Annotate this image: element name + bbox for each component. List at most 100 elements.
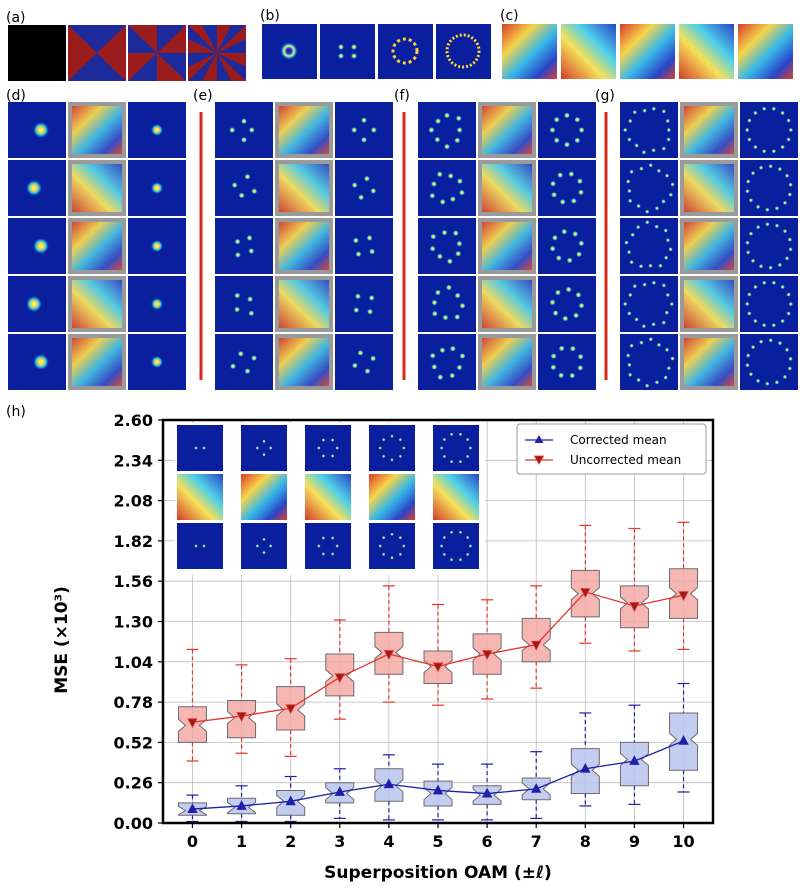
- beam-spot: [430, 233, 437, 240]
- panel-f-grid: [418, 102, 596, 390]
- beam-spot: [251, 188, 258, 195]
- beam-spot: [629, 343, 634, 348]
- beam-spot: [745, 179, 751, 184]
- beam-spot: [351, 127, 358, 133]
- beam-spot: [661, 146, 667, 151]
- inset-beam-spot: [465, 552, 470, 557]
- beam-spot: [151, 298, 163, 310]
- y-tick-label: 0.00: [114, 814, 153, 833]
- beam-spot: [753, 110, 758, 116]
- phase-tile-pattern: [72, 222, 122, 270]
- turbulence-screen-1: [502, 24, 557, 79]
- beam-spot: [632, 109, 637, 115]
- inset-beam-spot: [321, 552, 326, 556]
- inset-beam-spot: [194, 446, 198, 450]
- x-tick-label: 6: [482, 832, 493, 851]
- corrected-beam-tile: [538, 334, 596, 390]
- beam-spot: [234, 251, 241, 258]
- phase-tile-pattern: [482, 338, 532, 386]
- beam-spot: [648, 263, 653, 268]
- inset-beam-spot: [321, 454, 326, 458]
- beam-spot: [576, 178, 583, 185]
- beam-spot: [237, 350, 244, 357]
- inset-beam-spot: [335, 544, 340, 548]
- beam-spot: [434, 289, 441, 296]
- panel-label-a: (a): [6, 10, 26, 26]
- uncorrected-mean-marker: [236, 712, 247, 722]
- beam-grids: [8, 102, 798, 390]
- beam-spot: [788, 127, 793, 133]
- beam-spot: [750, 344, 756, 350]
- beam-spot: [33, 354, 49, 370]
- beam-spot: [241, 118, 247, 125]
- beam-spot: [553, 116, 560, 123]
- uncorrected-box: [521, 617, 551, 663]
- inset-beam-spot: [202, 446, 206, 450]
- beam-spot: [753, 144, 758, 150]
- beam-spot: [788, 356, 793, 362]
- beam-spot: [747, 292, 752, 297]
- beam-spot: [558, 345, 565, 352]
- beam-spot: [658, 263, 663, 268]
- beam-spot: [434, 136, 441, 143]
- beam-spot: [452, 230, 459, 237]
- beam-spot: [664, 347, 670, 352]
- beam-spot: [455, 250, 462, 257]
- beam-spot: [623, 127, 628, 133]
- beam-spot: [748, 198, 754, 203]
- inset-beam-spot: [458, 530, 463, 535]
- inset-beam-spot: [458, 459, 463, 464]
- beam-spot: [745, 362, 750, 368]
- uncorrected-mean-marker: [285, 704, 296, 715]
- phase-tile-pattern: [279, 164, 329, 212]
- beam-spot: [664, 310, 670, 315]
- beam-spot: [780, 284, 785, 290]
- panel-a-phase-masks: [8, 25, 246, 81]
- y-tick-label: 0.26: [114, 774, 153, 793]
- beam-spot: [661, 283, 667, 288]
- beam-spot: [786, 311, 791, 316]
- beam-spot: [151, 182, 163, 194]
- inset-beam-spot: [262, 452, 266, 457]
- inset-beam-spot: [439, 446, 444, 450]
- beam-spot: [447, 172, 454, 179]
- inset-beam-spot: [202, 544, 206, 548]
- beam-spot: [558, 372, 565, 379]
- panel-label-c: (c): [500, 8, 519, 24]
- beam-spot: [458, 189, 465, 196]
- beam-spot: [554, 289, 561, 296]
- beam-spot: [444, 143, 450, 150]
- panel-label-h: (h): [6, 404, 26, 420]
- beam-spot: [758, 339, 764, 344]
- ideal-beam-4: [436, 24, 491, 79]
- beam-spot: [780, 110, 785, 116]
- beam-spot: [456, 364, 463, 371]
- beam-spot: [666, 137, 671, 142]
- beam-spot: [630, 232, 635, 238]
- beam-spot: [788, 247, 793, 252]
- beam-spot: [654, 206, 660, 211]
- beam-spot: [557, 172, 564, 179]
- beam-spot: [661, 199, 666, 204]
- beam-spot: [745, 301, 750, 307]
- phase-mask-l8: [188, 25, 246, 81]
- beam-spot: [456, 178, 463, 185]
- beam-spot: [151, 356, 163, 368]
- y-tick-label: 0.78: [114, 693, 153, 712]
- beam-spot: [665, 237, 671, 243]
- corrected-mean-marker: [285, 795, 296, 806]
- corrected-beam-tile: [335, 276, 393, 332]
- beam-spot: [26, 180, 42, 196]
- beam-spot: [351, 182, 358, 189]
- beam-spot: [241, 136, 247, 143]
- beam-spot: [247, 296, 254, 303]
- beam-spot: [33, 238, 49, 254]
- inset-beam-spot: [194, 544, 198, 548]
- beam-spot: [627, 372, 633, 377]
- beam-spot: [248, 127, 255, 133]
- beam-spot: [745, 189, 750, 194]
- beam-spot: [745, 240, 750, 245]
- beam-spot: [768, 265, 773, 270]
- beam-spot: [234, 306, 241, 313]
- uncorrected-mean-marker: [580, 588, 591, 598]
